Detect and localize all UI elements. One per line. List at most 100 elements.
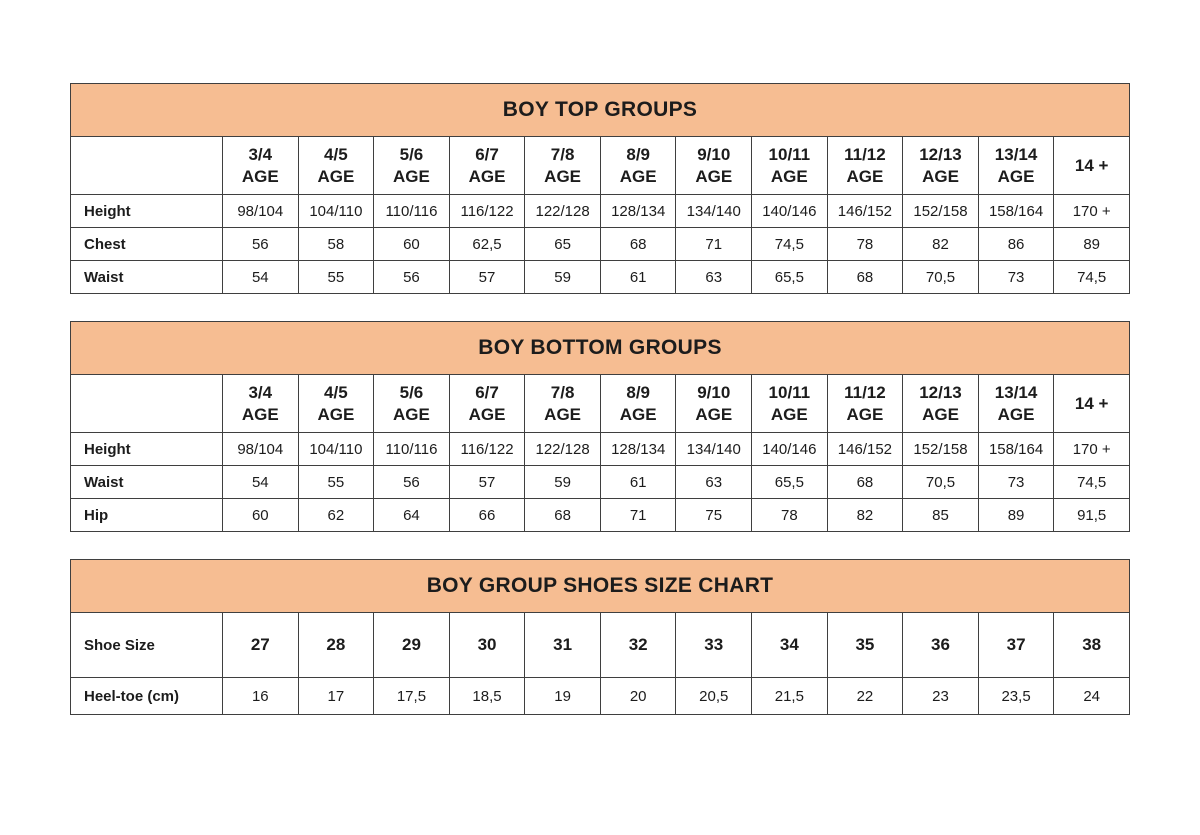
age-column-header: 7/8 AGE	[524, 374, 601, 433]
chest-value-cell: 74,5	[751, 227, 828, 261]
height-value-cell: 122/128	[524, 194, 601, 228]
table-title: BOY BOTTOM GROUPS	[70, 321, 1130, 375]
table-row-heel-toe: Heel-toe (cm) 16 17 17,5 18,5 19 20 20,5 21,5 22…	[70, 677, 1130, 715]
height-value-cell: 104/110	[297, 432, 375, 466]
table-row-chest: Chest 56 58 60 62,5 65 68 71 74,5 78 82 86 89	[70, 227, 1130, 261]
waist-value-cell: 57	[448, 465, 526, 499]
heel-toe-value-cell: 23	[902, 677, 979, 715]
age-header-row: 3/4 AGE 4/5 AGE 5/6 AGE 6/7 AGE 7/8 AGE 8/9 A…	[70, 374, 1130, 433]
height-value-cell: 116/122	[448, 194, 526, 228]
waist-value-cell: 61	[599, 260, 677, 294]
table-row-waist: Waist 54 55 56 57 59 61 63 65,5 68 70,5 73 74,5	[70, 465, 1130, 499]
waist-value-cell: 59	[524, 465, 601, 499]
hip-value-cell: 82	[826, 498, 904, 532]
hip-value-cell: 64	[373, 498, 450, 532]
height-value-cell: 152/158	[902, 432, 979, 466]
age-column-header: 13/14 AGE	[977, 136, 1055, 195]
tables-container: BOY TOP GROUPS 3/4 AGE 4/5 AGE 5/6 AGE 6/7 …	[70, 83, 1130, 715]
chest-value-cell: 68	[599, 227, 677, 261]
waist-value-cell: 59	[524, 260, 601, 294]
height-value-cell: 140/146	[751, 432, 828, 466]
height-value-cell: 158/164	[977, 432, 1055, 466]
table-title-row: BOY BOTTOM GROUPS	[70, 321, 1130, 375]
shoe-size-cell: 31	[524, 612, 601, 678]
age-column-header: 12/13 AGE	[902, 374, 979, 433]
height-value-cell: 170 +	[1053, 194, 1130, 228]
waist-value-cell: 57	[448, 260, 526, 294]
waist-value-cell: 65,5	[751, 260, 828, 294]
height-value-cell: 116/122	[448, 432, 526, 466]
chest-value-cell: 58	[297, 227, 375, 261]
height-value-cell: 110/116	[373, 432, 450, 466]
table-row-waist: Waist 54 55 56 57 59 61 63 65,5 68 70,5 73 74,5	[70, 260, 1130, 294]
age-column-header: 4/5 AGE	[297, 136, 375, 195]
shoe-size-cell: 36	[902, 612, 979, 678]
heel-toe-value-cell: 18,5	[448, 677, 526, 715]
age-column-header: 4/5 AGE	[297, 374, 375, 433]
shoe-size-cell: 34	[751, 612, 828, 678]
height-value-cell: 170 +	[1053, 432, 1130, 466]
shoe-size-cell: 37	[977, 612, 1055, 678]
shoe-size-cell: 33	[675, 612, 753, 678]
height-value-cell: 122/128	[524, 432, 601, 466]
shoe-size-cell: 38	[1053, 612, 1130, 678]
heel-toe-value-cell: 23,5	[977, 677, 1055, 715]
row-label-heel-toe: Heel-toe (cm)	[70, 677, 223, 715]
table-row-height: Height 98/104 104/110 110/116 116/122 122/12…	[70, 432, 1130, 466]
shoe-size-cell: 28	[297, 612, 375, 678]
shoe-size-cell: 29	[373, 612, 450, 678]
heel-toe-value-cell: 17	[297, 677, 375, 715]
hip-value-cell: 66	[448, 498, 526, 532]
heel-toe-value-cell: 20	[599, 677, 677, 715]
waist-value-cell: 54	[222, 465, 299, 499]
waist-value-cell: 74,5	[1053, 465, 1130, 499]
age-column-header: 8/9 AGE	[599, 374, 677, 433]
waist-value-cell: 73	[977, 260, 1055, 294]
height-value-cell: 158/164	[977, 194, 1055, 228]
hip-value-cell: 71	[599, 498, 677, 532]
height-value-cell: 110/116	[373, 194, 450, 228]
waist-value-cell: 73	[977, 465, 1055, 499]
heel-toe-value-cell: 22	[826, 677, 904, 715]
row-label-height: Height	[70, 432, 223, 466]
age-column-header: 13/14 AGE	[977, 374, 1055, 433]
chest-value-cell: 62,5	[448, 227, 526, 261]
chest-value-cell: 56	[222, 227, 299, 261]
boy-bottom-groups-table: BOY BOTTOM GROUPS 3/4 AGE 4/5 AGE 5/6 AGE 6…	[70, 321, 1130, 532]
height-value-cell: 98/104	[222, 194, 299, 228]
heel-toe-value-cell: 21,5	[751, 677, 828, 715]
row-label-hip: Hip	[70, 498, 223, 532]
age-column-header: 6/7 AGE	[448, 136, 526, 195]
height-value-cell: 98/104	[222, 432, 299, 466]
waist-value-cell: 63	[675, 465, 753, 499]
age-column-header: 10/11 AGE	[751, 136, 828, 195]
age-column-header: 14 +	[1053, 136, 1130, 195]
age-column-header: 12/13 AGE	[902, 136, 979, 195]
boy-top-groups-table: BOY TOP GROUPS 3/4 AGE 4/5 AGE 5/6 AGE 6/7 …	[70, 83, 1130, 294]
chest-value-cell: 86	[977, 227, 1055, 261]
age-column-header: 6/7 AGE	[448, 374, 526, 433]
height-value-cell: 146/152	[826, 194, 904, 228]
table-row-height: Height 98/104 104/110 110/116 116/122 122/12…	[70, 194, 1130, 228]
waist-value-cell: 70,5	[902, 260, 979, 294]
heel-toe-value-cell: 24	[1053, 677, 1130, 715]
row-label-height: Height	[70, 194, 223, 228]
age-column-header: 3/4 AGE	[222, 136, 299, 195]
waist-value-cell: 61	[599, 465, 677, 499]
hip-value-cell: 75	[675, 498, 753, 532]
corner-cell	[70, 374, 223, 433]
age-column-header: 10/11 AGE	[751, 374, 828, 433]
boy-shoes-size-table: BOY GROUP SHOES SIZE CHART Shoe Size 27 2…	[70, 559, 1130, 715]
hip-value-cell: 60	[222, 498, 299, 532]
table-title: BOY GROUP SHOES SIZE CHART	[70, 559, 1130, 613]
age-column-header: 3/4 AGE	[222, 374, 299, 433]
waist-value-cell: 55	[297, 465, 375, 499]
corner-cell	[70, 136, 223, 195]
table-row-hip: Hip 60 62 64 66 68 71 75 78 82 85 89 91,5	[70, 498, 1130, 532]
row-label-shoe-size: Shoe Size	[70, 612, 223, 678]
heel-toe-value-cell: 19	[524, 677, 601, 715]
hip-value-cell: 68	[524, 498, 601, 532]
hip-value-cell: 85	[902, 498, 979, 532]
chest-value-cell: 65	[524, 227, 601, 261]
